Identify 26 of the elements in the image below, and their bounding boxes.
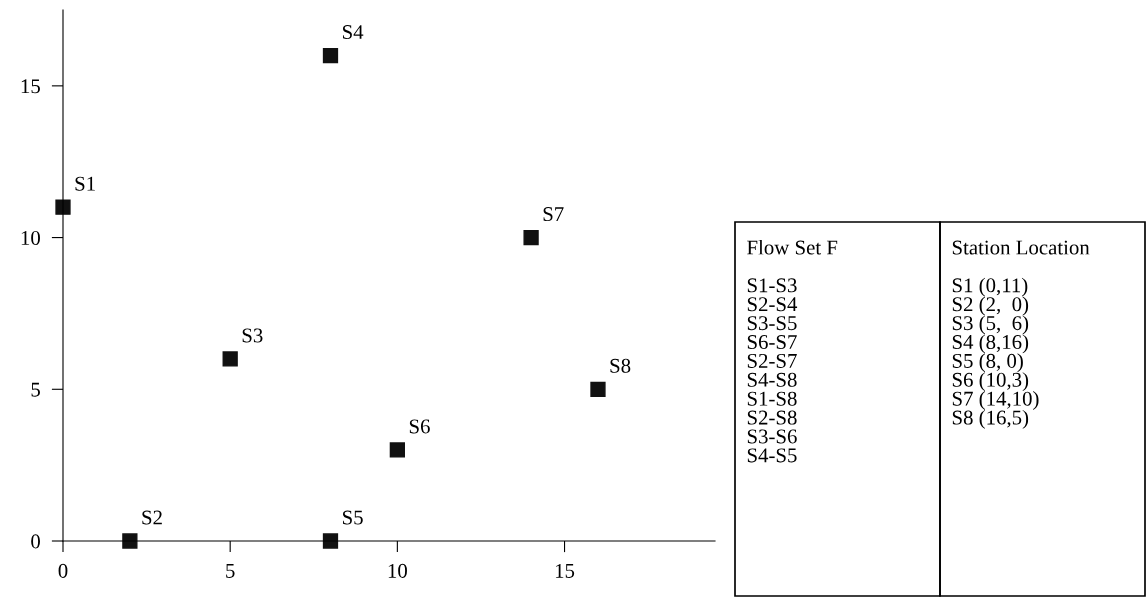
data-label: S3: [242, 328, 263, 343]
x-tick-label: 10: [388, 563, 407, 578]
point: [322, 533, 339, 549]
point: [222, 351, 238, 367]
point: [322, 47, 339, 64]
x-tick-label: 5: [226, 564, 235, 578]
data-label: S4: [342, 25, 364, 40]
y-tick-label: 0: [31, 534, 40, 549]
x-tick-label: 0: [58, 563, 68, 578]
text: Station Location S1 (0,11) S2 (2, 0) S3 (5, 6) S4 (8,16) S5 (8, 0) S6 (10,3) S7 (14,10) S8 (16,5): [952, 240, 1090, 429]
point: [389, 442, 405, 458]
data-label: S2: [142, 510, 162, 525]
data-label: S5: [342, 510, 363, 525]
text: Flow Set F S1-S3 S2-S4 S3-S5 S6-S7 S2-S7 S4-S8 S1-S8 S2-S8 S3-S6 S4-S5: [747, 239, 838, 463]
point: [122, 533, 138, 549]
y-tick-label: 5: [31, 382, 40, 397]
data-label: S7: [543, 207, 564, 222]
x-tick-label: 15: [555, 563, 575, 578]
data-label: S6: [409, 419, 430, 434]
point: [523, 229, 539, 246]
point: [55, 199, 71, 215]
data-label: S8: [610, 358, 631, 373]
data-label: S1: [75, 176, 95, 191]
point: [590, 381, 606, 397]
y-tick-label: 10: [21, 230, 40, 245]
y-tick-label: 15: [21, 79, 40, 94]
